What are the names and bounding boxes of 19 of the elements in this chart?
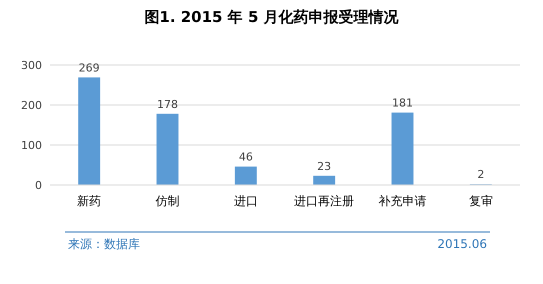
data-label: 2 (477, 168, 484, 182)
y-tick-label: 300 (21, 58, 42, 72)
x-tick-label: 新药 (77, 194, 102, 208)
x-tick-label: 复审 (468, 194, 493, 208)
data-label: 181 (392, 96, 413, 110)
y-tick-label: 200 (21, 98, 42, 112)
data-label: 178 (157, 98, 178, 111)
data-label: 23 (317, 160, 332, 173)
source-note: 来源：数据库 (68, 237, 140, 251)
x-tick-label: 仿制 (154, 194, 180, 208)
x-tick-label: 补充申请 (378, 194, 426, 208)
x-tick-label: 进口 (234, 194, 258, 208)
y-tick-label: 0 (35, 178, 42, 192)
y-tick-label: 100 (21, 138, 42, 152)
data-label: 269 (78, 61, 100, 74)
chart-title: 图1. 2015 年 5 月化药申报受理情况 (144, 8, 400, 26)
data-label: 46 (238, 150, 253, 164)
x-tick-label: 进口再注册 (294, 194, 354, 208)
text: 2015.06 (437, 237, 487, 251)
